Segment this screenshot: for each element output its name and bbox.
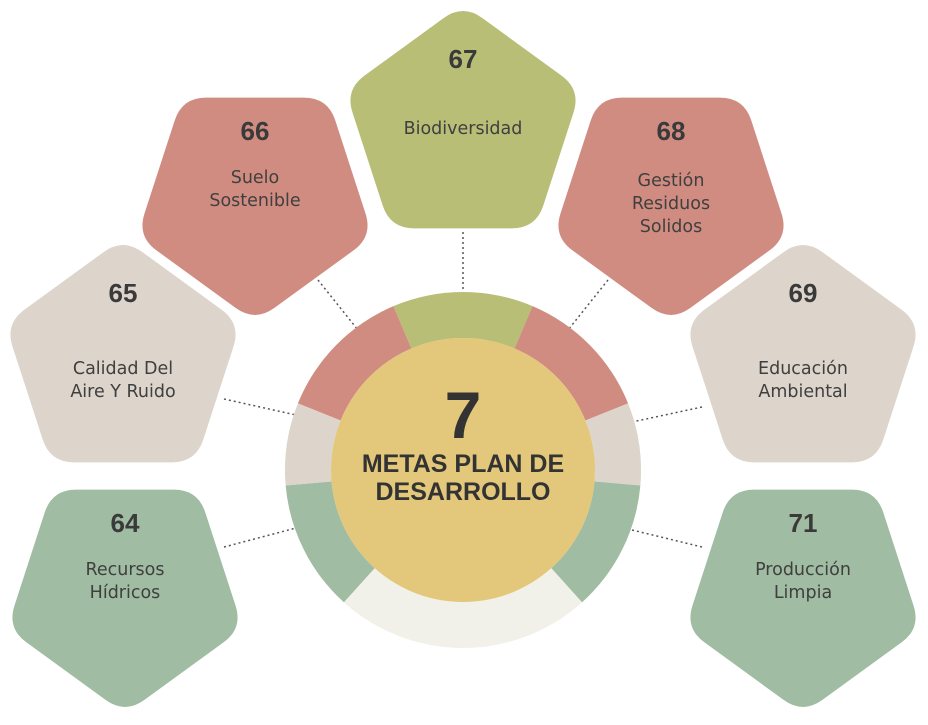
goal-label-suelo-sostenible-line2: Sostenible (209, 191, 300, 211)
goal-label-calidad-aire-line1: Calidad Del (73, 359, 173, 379)
center-title-line1: METAS PLAN DE (362, 450, 564, 478)
goal-educacion-ambiental: 69 Educación Ambiental (690, 245, 916, 463)
goal-label-calidad-aire-line2: Aire Y Ruido (70, 382, 175, 402)
ring-segment-biodiversidad (393, 292, 533, 349)
ring-segment-calidad-aire (285, 403, 341, 486)
goal-suelo-sostenible: 66 Suelo Sostenible (142, 97, 368, 315)
center-disc (331, 338, 595, 602)
goal-produccion-limpia: 71 Producción Limpia (690, 489, 916, 707)
connector-gestion-residuos (567, 279, 609, 331)
ring-segment-educacion-ambiental (585, 403, 641, 486)
center-title-line2: DESARROLLO (376, 478, 551, 506)
goal-pentagon-gestion-residuos (558, 97, 784, 315)
goal-number-recursos-hidricos: 64 (111, 508, 140, 538)
goal-label-suelo-sostenible-line1: Suelo (231, 168, 280, 188)
goal-label-produccion-limpia-line2: Limpia (774, 583, 832, 603)
goal-biodiversidad: 67 Biodiversidad (350, 11, 576, 229)
goal-label-recursos-hidricos-line2: Hídricos (90, 583, 161, 603)
goal-number-produccion-limpia: 71 (789, 508, 818, 538)
goal-pentagon-calidad-aire (10, 245, 236, 463)
center-circle: 7 METAS PLAN DE DESARROLLO (331, 338, 595, 602)
goal-label-recursos-hidricos-line1: Recursos (86, 560, 165, 580)
goal-pentagon-produccion-limpia (690, 489, 916, 707)
connector-educacion-ambiental (631, 406, 703, 423)
goal-calidad-aire: 65 Calidad Del Aire Y Ruido (10, 245, 236, 463)
goal-label-gestion-residuos-line1: Gestión (638, 171, 705, 191)
goal-recursos-hidricos: 64 Recursos Hídricos (12, 489, 238, 707)
center-number: 7 (445, 378, 482, 452)
goal-label-produccion-limpia-line1: Producción (755, 560, 851, 580)
goal-number-suelo-sostenible: 66 (241, 116, 270, 146)
goal-pentagon-suelo-sostenible (142, 97, 368, 315)
goal-label-gestion-residuos-line2: Residuos (632, 194, 710, 214)
connector-produccion-limpia (631, 529, 703, 548)
goal-label-educacion-ambiental-line2: Ambiental (758, 382, 847, 402)
goal-label-gestion-residuos-line3: Solidos (640, 217, 702, 237)
connector-lines (223, 232, 703, 548)
goal-number-calidad-aire: 65 (109, 278, 138, 308)
ring-segment-suelo-sostenible (297, 306, 412, 421)
goal-pentagon-educacion-ambiental (690, 245, 916, 463)
goal-pentagon-recursos-hidricos (12, 489, 238, 707)
connector-suelo-sostenible (317, 279, 359, 331)
goal-pentagon-biodiversidad (350, 11, 576, 229)
goal-number-gestion-residuos: 68 (657, 116, 686, 146)
goal-number-educacion-ambiental: 69 (789, 278, 818, 308)
ring-segment-produccion-limpia (551, 481, 641, 603)
connector-recursos-hidricos (223, 527, 297, 548)
goal-number-biodiversidad: 67 (449, 44, 478, 74)
center-ring (285, 292, 641, 648)
ring-segment-gestion-residuos (514, 306, 629, 421)
connector-calidad-aire (223, 398, 297, 416)
goal-gestion-residuos: 68 Gestión Residuos Solidos (558, 97, 784, 315)
goal-shapes: 64 Recursos Hídricos 65 Calidad Del Aire Y Ru… (10, 11, 916, 707)
ring-segment-recursos-hidricos (285, 481, 375, 603)
goal-label-biodiversidad-line1: Biodiversidad (404, 119, 523, 139)
goal-label-educacion-ambiental-line1: Educación (758, 359, 848, 379)
